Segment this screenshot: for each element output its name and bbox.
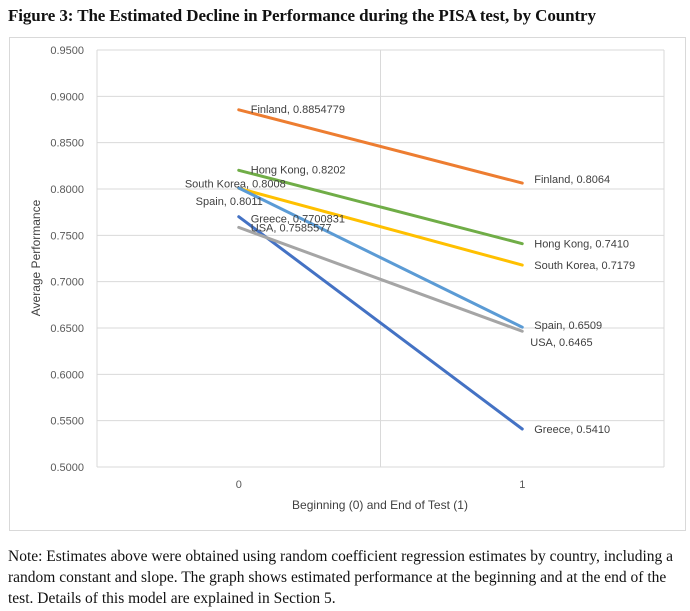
- data-label-start-south-korea: South Korea, 0.8008: [185, 178, 286, 190]
- y-tick-label: 0.7000: [50, 277, 84, 289]
- series-lines: [237, 108, 524, 431]
- data-label-start-spain: Spain, 0.8011: [196, 196, 263, 208]
- data-label-start-hong-kong: Hong Kong, 0.8202: [251, 164, 346, 176]
- series-line-south-korea: [237, 186, 524, 267]
- series-line-usa: [237, 225, 524, 333]
- x-axis-title: Beginning (0) and End of Test (1): [292, 498, 468, 512]
- y-tick-label: 0.7500: [50, 230, 84, 242]
- series-line-hong-kong: [237, 168, 524, 246]
- x-tick-label: 0: [236, 479, 242, 491]
- chart-frame: [9, 37, 686, 531]
- x-tick-label: 1: [519, 479, 525, 491]
- data-label-end-spain: Spain, 0.6509: [534, 320, 602, 332]
- y-tick-label: 0.5000: [50, 462, 84, 474]
- data-label-end-finland: Finland, 0.8064: [534, 174, 610, 186]
- y-tick-label: 0.8500: [50, 138, 84, 150]
- series-line-spain: [237, 186, 524, 329]
- data-label-end-greece: Greece, 0.5410: [534, 424, 610, 436]
- y-tick-label: 0.8000: [50, 184, 84, 196]
- y-tick-label: 0.5500: [50, 416, 84, 428]
- series-line-greece: [237, 215, 524, 431]
- y-tick-label: 0.6000: [50, 369, 84, 381]
- figure-title: Figure 3: The Estimated Decline in Perfo…: [8, 6, 596, 25]
- data-label-start-usa: USA, 0.7585577: [251, 222, 332, 234]
- data-labels: Finland, 0.8854779 Finland, 0.8064 Hong Ko…: [185, 104, 635, 436]
- figure-note: Note: Estimates above were obtained usin…: [8, 548, 674, 607]
- y-axis-tick-labels: 0.9500 0.9000 0.8500 0.8000 0.7500 0.7000 0.65…: [50, 45, 84, 474]
- y-axis-title: Average Performance: [29, 199, 43, 316]
- data-label-end-usa: USA, 0.6465: [530, 337, 592, 349]
- series-line-finland: [237, 108, 524, 185]
- data-label-start-greece: Greece, 0.7700831: [251, 214, 345, 226]
- y-tick-label: 0.9000: [50, 91, 84, 103]
- y-tick-label: 0.6500: [50, 323, 84, 335]
- data-label-end-hong-kong: Hong Kong, 0.7410: [534, 239, 629, 251]
- y-tick-label: 0.9500: [50, 45, 84, 57]
- data-label-start-finland: Finland, 0.8854779: [251, 104, 345, 116]
- data-label-end-south-korea: South Korea, 0.7179: [534, 260, 635, 272]
